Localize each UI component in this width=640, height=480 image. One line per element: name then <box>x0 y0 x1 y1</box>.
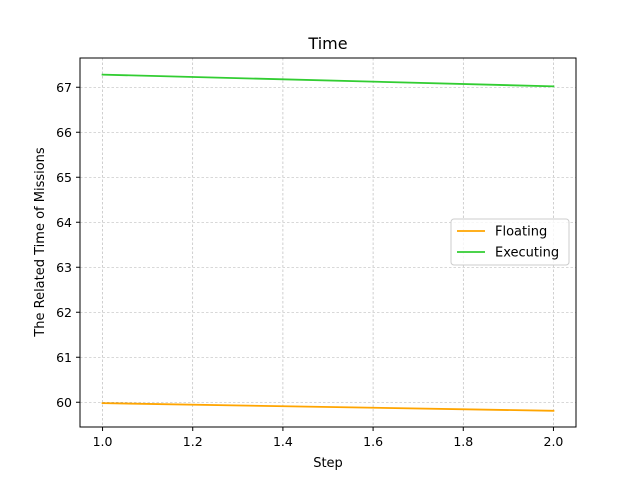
x-axis-label: Step <box>313 456 343 471</box>
y-tick-label: 67 <box>56 80 72 95</box>
y-tick-label: 61 <box>56 350 72 365</box>
x-tick-label: 1.6 <box>363 434 383 449</box>
y-tick-label: 60 <box>56 395 72 410</box>
series-lines <box>101 73 555 412</box>
legend-label-executing: Executing <box>495 246 559 261</box>
x-tick-label: 1.0 <box>93 434 113 449</box>
x-tick-label: 1.2 <box>183 434 203 449</box>
y-tick-label: 65 <box>56 170 72 185</box>
plot-area-frame <box>79 57 577 428</box>
y-tick-label: 63 <box>56 260 72 275</box>
series-line-floating <box>101 402 555 412</box>
chart-title: Time <box>307 34 347 53</box>
x-tick-label: 2.0 <box>544 434 564 449</box>
y-tick-label: 62 <box>56 305 72 320</box>
y-axis-ticks: 60 61 62 63 64 65 66 67 <box>56 80 80 410</box>
legend-label-floating: Floating <box>495 225 547 240</box>
x-tick-label: 1.4 <box>273 434 293 449</box>
y-axis-label: The Related Time of Missions <box>33 147 48 338</box>
x-tick-label: 1.8 <box>453 434 473 449</box>
legend: Floating Executing <box>450 218 570 266</box>
grid-lines <box>80 58 576 427</box>
y-tick-label: 66 <box>56 125 72 140</box>
x-axis-ticks: 1.0 1.2 1.4 1.6 1.8 2.0 <box>93 427 564 449</box>
y-tick-label: 64 <box>56 215 72 230</box>
series-line-executing <box>101 73 555 88</box>
